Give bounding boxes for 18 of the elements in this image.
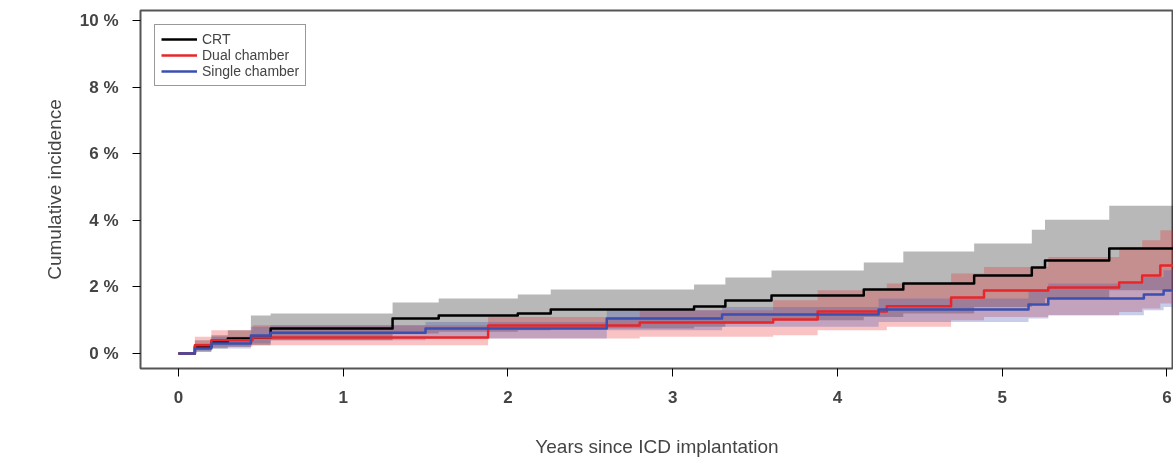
y-tick-label: 0 % [89,344,119,364]
x-tick-label: 1 [338,387,348,407]
y-axis-title: Cumulative incidence [43,99,65,280]
x-tick-label: 2 [503,387,513,407]
x-axis-title: Years since ICD implantation [535,435,779,457]
legend-label: Single chamber [202,63,300,79]
y-tick-label: 8 % [89,77,119,97]
y-tick-label: 6 % [89,144,119,164]
x-tick-label: 3 [667,387,678,407]
y-tick-label: 4 % [89,210,119,230]
y-tick-label: 2 % [89,277,119,297]
x-tick-label: 4 [832,387,843,407]
legend-label: Dual chamber [202,47,290,63]
legend-label: CRT [202,31,231,47]
x-tick-label: 6 [1162,387,1172,407]
x-tick-label: 0 [173,387,184,407]
x-tick-label: 5 [997,387,1007,407]
y-tick-label: 10 % [79,10,119,30]
